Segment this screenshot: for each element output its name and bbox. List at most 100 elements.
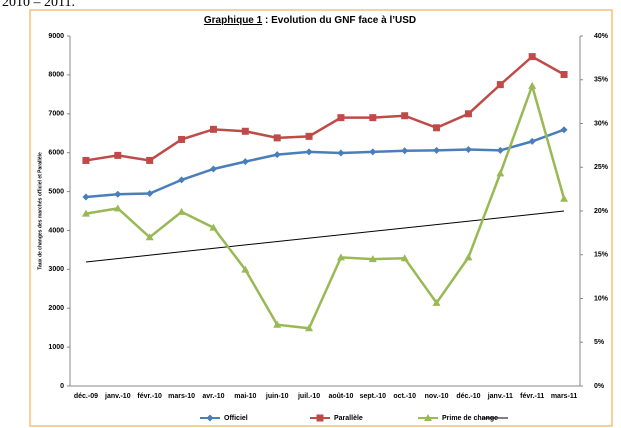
marker <box>206 414 214 422</box>
marker <box>209 223 218 231</box>
title-text: : Evolution du GNF face à l’USD <box>262 15 416 26</box>
marker <box>433 124 441 132</box>
marker <box>369 114 377 122</box>
marker <box>241 265 250 273</box>
y-tick-label: 5000 <box>48 188 64 195</box>
marker <box>464 110 472 118</box>
x-tick-label: mai-10 <box>234 393 256 400</box>
y2-tick-label: 0% <box>594 383 605 390</box>
marker <box>114 190 122 198</box>
marker <box>82 156 90 164</box>
marker <box>209 165 217 173</box>
x-tick-label: oct.-10 <box>393 393 416 400</box>
marker <box>145 233 154 241</box>
series-line <box>85 81 566 330</box>
x-tick-label: déc.-10 <box>456 393 480 400</box>
marker <box>400 254 409 262</box>
marker <box>305 148 313 156</box>
marker <box>368 255 377 263</box>
y2-tick-label: 25% <box>594 164 609 171</box>
y-tick-label: 4000 <box>48 227 64 234</box>
marker <box>209 125 217 133</box>
marker <box>424 414 432 421</box>
marker <box>273 320 282 328</box>
x-tick-label: août-10 <box>328 393 353 400</box>
marker <box>81 209 90 217</box>
x-tick-label: juin-10 <box>265 393 289 400</box>
marker <box>305 132 313 140</box>
marker <box>560 194 569 202</box>
y2-tick-label: 15% <box>594 252 609 259</box>
x-tick-label: déc.-09 <box>74 393 98 400</box>
marker <box>241 127 249 135</box>
x-tick-label: avr.-10 <box>202 393 224 400</box>
marker <box>560 71 568 78</box>
marker <box>113 204 122 212</box>
trend-line <box>85 210 565 263</box>
legend-label: Parallèle <box>334 415 363 422</box>
marker <box>528 81 537 89</box>
marker <box>496 146 504 154</box>
marker <box>401 147 409 155</box>
y2-tick-label: 10% <box>594 295 609 302</box>
marker <box>464 253 473 261</box>
x-tick-label: févr.-10 <box>137 393 162 400</box>
y-axis-label: Taux de changes des marchés officiel et … <box>37 152 43 270</box>
y-tick-label: 9000 <box>48 33 64 40</box>
marker <box>528 53 536 61</box>
marker <box>273 134 281 142</box>
x-tick-label: mars-11 <box>551 393 578 400</box>
x-tick-label: sept.-10 <box>360 393 387 400</box>
y-tick-label: 6000 <box>48 150 64 157</box>
marker <box>178 176 186 184</box>
y-tick-label: 7000 <box>48 111 64 118</box>
x-tick-label: mars-10 <box>168 393 195 400</box>
legend-label: Officiel <box>224 415 248 422</box>
y2-tick-label: 20% <box>594 208 609 215</box>
series-line <box>85 55 565 162</box>
x-tick-label: janv.-10 <box>104 393 131 400</box>
marker <box>114 151 122 159</box>
marker <box>401 112 409 120</box>
marker <box>82 193 90 201</box>
x-tick-label: févr.-11 <box>520 393 544 400</box>
y-tick-label: 2000 <box>48 305 64 312</box>
marker <box>273 151 281 159</box>
y2-tick-label: 40% <box>594 33 609 40</box>
marker <box>177 207 186 215</box>
y-tick-label: 0 <box>60 383 64 390</box>
y-tick-label: 1000 <box>48 344 64 351</box>
marker <box>528 137 536 145</box>
marker <box>496 81 504 89</box>
y2-tick-label: 5% <box>594 339 605 346</box>
marker <box>433 146 441 154</box>
x-tick-label: nov.-10 <box>425 393 449 400</box>
marker <box>241 158 249 166</box>
series-line <box>85 128 565 199</box>
title-label: Graphique 1 <box>204 15 263 26</box>
y-tick-label: 3000 <box>48 266 64 273</box>
marker <box>305 324 314 332</box>
y-tick-label: 8000 <box>48 72 64 79</box>
chart-title: Graphique 1 : Evolution du GNF face à l’… <box>204 15 416 26</box>
x-tick-label: juil.-10 <box>297 393 320 400</box>
marker <box>146 190 154 197</box>
caption: 2010 – 2011. <box>2 0 75 10</box>
y2-tick-label: 35% <box>594 77 609 84</box>
marker <box>178 135 186 143</box>
marker <box>146 156 154 164</box>
marker <box>316 414 324 422</box>
marker <box>369 148 377 156</box>
marker <box>336 253 345 261</box>
marker <box>337 114 345 122</box>
marker <box>432 298 441 306</box>
legend-label: Prime de change <box>442 415 498 422</box>
x-tick-label: janv.-11 <box>487 393 513 400</box>
marker <box>496 169 505 177</box>
y2-tick-label: 30% <box>594 120 609 127</box>
chart-frame <box>29 9 613 427</box>
marker <box>464 146 472 154</box>
marker <box>560 126 568 134</box>
marker <box>337 149 345 157</box>
